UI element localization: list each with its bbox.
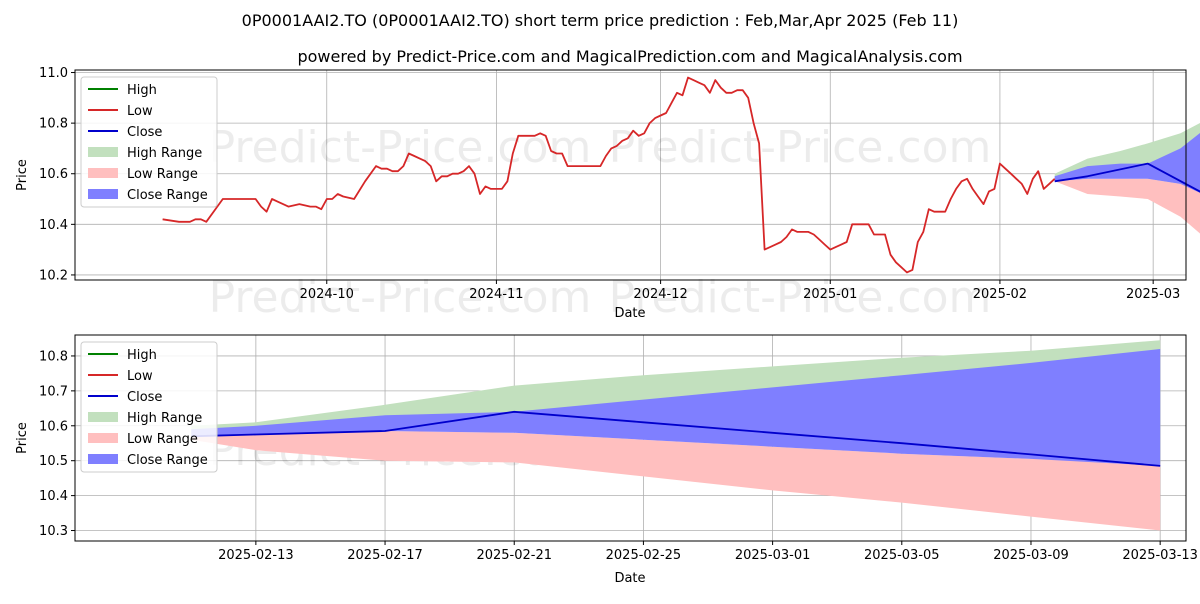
y-tick-label: 10.2 [39, 268, 68, 283]
x-tick-label: 2025-03 [1126, 287, 1180, 302]
y-tick-label: 10.4 [39, 489, 68, 504]
close-forecast-line [191, 410, 1161, 467]
chart-subtitle: powered by Predict-Price.com and Magical… [297, 47, 962, 66]
legend-close-range-label: Close Range [127, 188, 208, 203]
top-legend: High Low Close High Range Low Range Clos… [80, 76, 218, 208]
x-tick-label: 2025-02-21 [476, 548, 552, 563]
legend-high-label: High [127, 83, 157, 98]
legend-high-label: High [127, 348, 157, 363]
x-tick-label: 2025-03-05 [864, 548, 940, 563]
low-range-area [1054, 178, 1200, 234]
top-series-lines [162, 76, 1200, 274]
top-gridlines [75, 70, 1186, 280]
y-tick-label: 10.5 [39, 454, 68, 469]
watermark-text: Predict-Price.com [209, 122, 592, 173]
legend-high-range-swatch [88, 412, 118, 422]
x-tick-label: 2025-02-13 [218, 548, 294, 563]
legend-low-label: Low [127, 104, 153, 119]
legend-high-range-label: High Range [127, 146, 202, 161]
low-range-area [191, 431, 1161, 531]
watermark-text: Predict-Price.com [609, 122, 992, 173]
x-tick-label: 2024-11 [469, 287, 523, 302]
x-tick-label: 2025-03-09 [993, 548, 1069, 563]
top-y-axis-label: Price [15, 159, 30, 191]
legend-low-range-label: Low Range [127, 167, 198, 182]
legend-close-label: Close [127, 125, 162, 140]
legend-low-label: Low [127, 369, 153, 384]
legend-low-range-swatch [88, 168, 118, 178]
legend-close-range-swatch [88, 454, 118, 464]
y-tick-label: 10.6 [39, 167, 68, 182]
x-tick-label: 2025-02-17 [347, 548, 423, 563]
y-tick-label: 11.0 [39, 66, 68, 81]
legend-low-range-label: Low Range [127, 432, 198, 447]
bottom-plot-frame [74, 334, 1187, 542]
close-range-area [1054, 132, 1200, 193]
x-tick-label: 2025-03-13 [1122, 548, 1198, 563]
bottom-range-areas [191, 340, 1161, 531]
history-chart-panel: Predict-Price.com Predict-Price.com Pred… [15, 66, 1200, 323]
chart-title: 0P0001AAI2.TO (0P0001AAI2.TO) short term… [242, 11, 959, 30]
legend-high-range-label: High Range [127, 411, 202, 426]
y-tick-label: 10.4 [39, 218, 68, 233]
bottom-y-ticks: 10.3 10.4 10.5 10.6 10.7 10.8 [39, 349, 75, 539]
legend-high-range-swatch [88, 147, 118, 157]
y-tick-label: 10.8 [39, 117, 68, 132]
legend-close-range-swatch [88, 189, 118, 199]
legend-low-range-swatch [88, 433, 118, 443]
top-y-ticks: 10.2 10.4 10.6 10.8 11.0 [39, 66, 75, 283]
top-x-ticks: 2024-10 2024-11 2024-12 2025-01 2025-02 2025-… [300, 280, 1180, 302]
top-x-axis-label: Date [614, 306, 645, 321]
x-tick-label: 2025-02-25 [606, 548, 682, 563]
top-plot-frame [74, 69, 1187, 281]
y-tick-label: 10.7 [39, 384, 68, 399]
x-tick-label: 2024-10 [300, 287, 354, 302]
close-range-area [191, 349, 1161, 466]
y-tick-label: 10.3 [39, 524, 68, 539]
forecast-chart-panel: Predict-Price.com Predict-Price.com 10.3… [15, 334, 1198, 586]
y-tick-label: 10.8 [39, 349, 68, 364]
legend-close-label: Close [127, 390, 162, 405]
top-watermarks: Predict-Price.com Predict-Price.com Pred… [209, 122, 992, 323]
x-tick-label: 2024-12 [633, 287, 687, 302]
close-forecast-line [1054, 162, 1200, 193]
x-tick-label: 2025-01 [803, 287, 857, 302]
low-price-line [162, 76, 1056, 274]
x-tick-label: 2025-03-01 [735, 548, 811, 563]
bottom-x-ticks: 2025-02-13 2025-02-17 2025-02-21 2025-02-25… [218, 541, 1198, 563]
y-tick-label: 10.6 [39, 419, 68, 434]
top-range-areas [1054, 122, 1200, 234]
bottom-legend: High Low Close High Range Low Range Clos… [80, 341, 218, 473]
legend-close-range-label: Close Range [127, 453, 208, 468]
bottom-y-axis-label: Price [15, 422, 30, 454]
bottom-series-lines [191, 410, 1161, 467]
bottom-x-axis-label: Date [614, 571, 645, 586]
x-tick-label: 2025-02 [973, 287, 1027, 302]
